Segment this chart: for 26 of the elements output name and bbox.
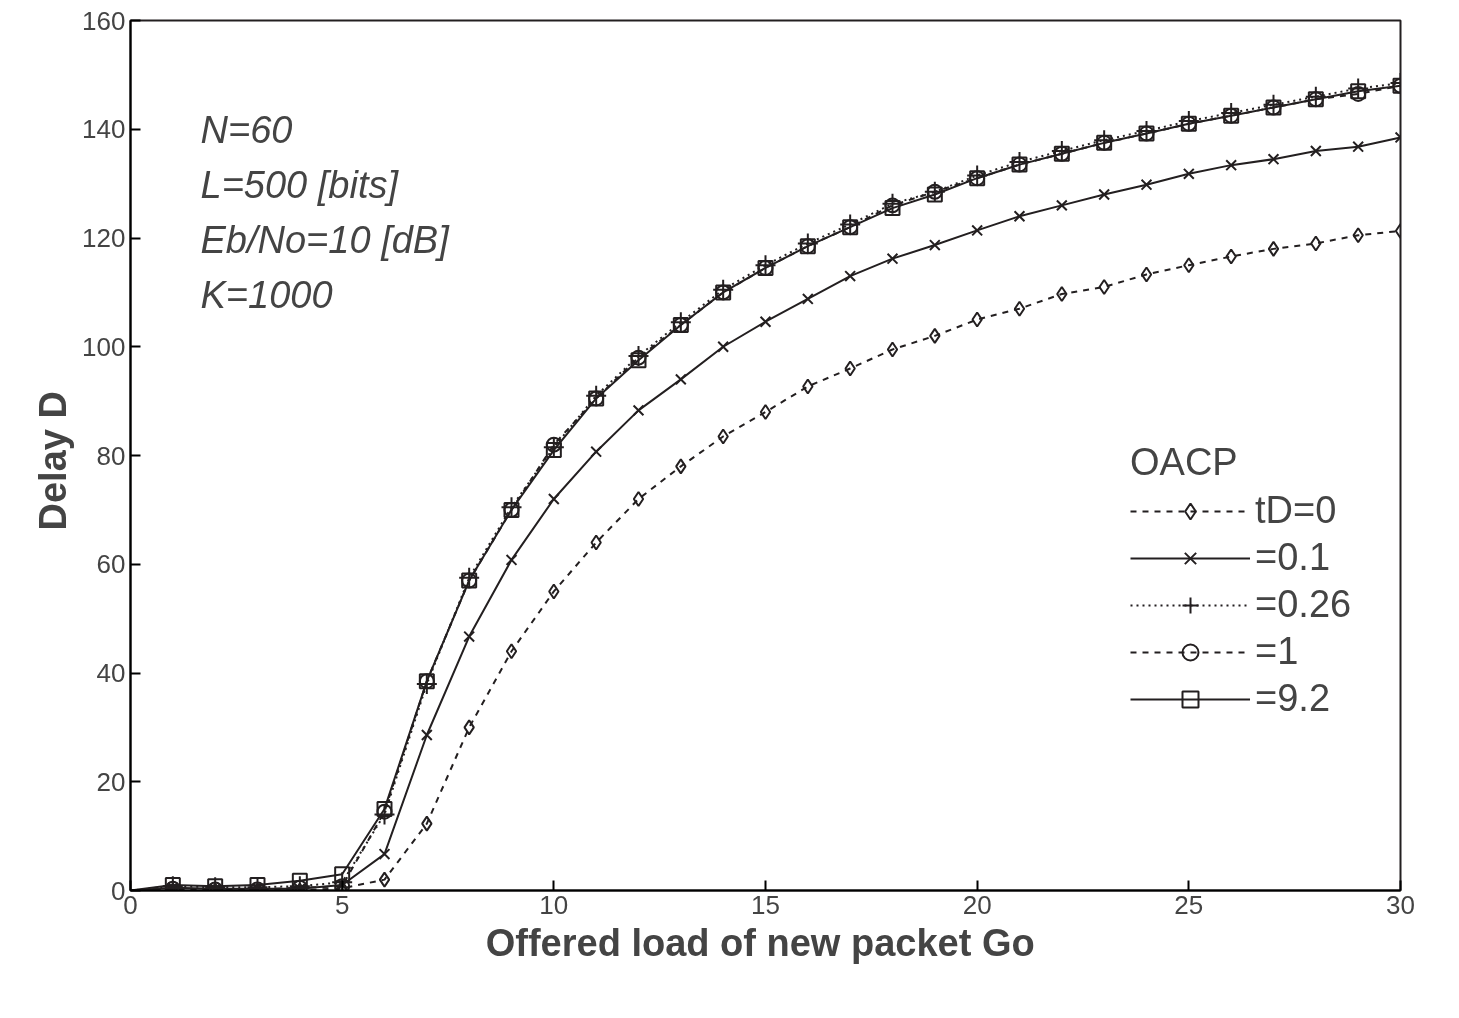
annotation: L=500 [bits] bbox=[200, 163, 400, 206]
annotation: Eb/No=10 [dB] bbox=[200, 218, 451, 261]
y-tick-label: 20 bbox=[96, 766, 126, 797]
annotation: N=60 bbox=[200, 108, 293, 151]
y-tick-label: 60 bbox=[96, 549, 126, 580]
legend-label: =9.2 bbox=[1255, 677, 1331, 720]
legend-label: =0.26 bbox=[1255, 583, 1352, 626]
x-tick-label: 15 bbox=[751, 889, 780, 920]
x-tick-label: 10 bbox=[539, 889, 569, 920]
x-tick-label: 5 bbox=[334, 889, 350, 920]
y-tick-label: 140 bbox=[82, 114, 126, 145]
y-tick-label: 40 bbox=[96, 658, 126, 688]
x-tick-label: 25 bbox=[1174, 889, 1204, 920]
x-tick-label: 30 bbox=[1386, 889, 1415, 920]
x-tick-label: 20 bbox=[962, 889, 992, 920]
y-tick-label: 160 bbox=[82, 5, 126, 36]
y-tick-label: 120 bbox=[82, 223, 126, 253]
x-axis-title: Offered load of new packet Go bbox=[485, 921, 1035, 964]
legend-label: =0.1 bbox=[1255, 536, 1331, 579]
y-tick-label: 80 bbox=[96, 440, 126, 471]
annotation: K=1000 bbox=[200, 273, 333, 316]
y-axis-title: Delay D bbox=[32, 391, 75, 531]
legend-label: =1 bbox=[1255, 630, 1299, 673]
legend-label: tD=0 bbox=[1255, 489, 1337, 532]
legend-title: OACP bbox=[1130, 441, 1239, 484]
y-tick-label: 100 bbox=[82, 331, 126, 362]
